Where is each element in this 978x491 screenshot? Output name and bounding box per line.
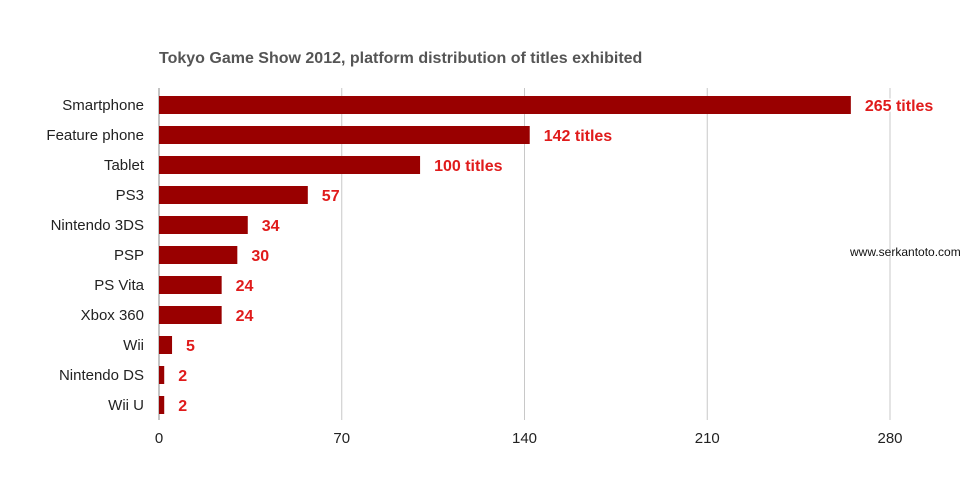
- category-label: Smartphone: [62, 97, 144, 114]
- bar-nintendo-3ds: [159, 216, 248, 234]
- data-label: 34: [262, 218, 280, 235]
- category-labels: Smartphone Feature phone Tablet PS3 Nintendo…: [46, 97, 144, 414]
- data-label: 2: [178, 398, 187, 415]
- data-label: 57: [322, 188, 340, 205]
- bar-wii: [159, 336, 173, 354]
- data-label: 142 titles: [544, 128, 613, 145]
- bar-ps3: [159, 186, 308, 204]
- category-label: PS Vita: [94, 277, 144, 294]
- watermark-text: www.serkantoto.com: [849, 245, 961, 259]
- bar-ps-vita: [159, 276, 222, 294]
- bar-wii-u: [159, 396, 165, 414]
- data-label: 100 titles: [434, 158, 503, 175]
- x-tick-label: 280: [877, 430, 902, 447]
- x-tick-label: 210: [695, 430, 720, 447]
- x-axis-ticks: 0 70 140 210 280: [155, 430, 903, 447]
- data-labels: 265 titles 142 titles 100 titles 57 34 30 24 24…: [177, 97, 935, 417]
- data-label: 265 titles: [865, 98, 934, 115]
- bar-tablet: [159, 156, 421, 174]
- bars: [159, 96, 851, 414]
- bar-nintendo-ds: [159, 366, 165, 384]
- category-label: Xbox 360: [81, 307, 144, 324]
- category-label: PS3: [116, 187, 144, 204]
- bar-feature-phone: [159, 126, 530, 144]
- bar-psp: [159, 246, 238, 264]
- data-label: 2: [178, 368, 187, 385]
- x-tick-label: 0: [155, 430, 163, 447]
- data-label: 24: [236, 278, 254, 295]
- category-label: Nintendo DS: [59, 367, 144, 384]
- bar-smartphone: [159, 96, 851, 114]
- category-label: Wii: [123, 337, 144, 354]
- category-label: Nintendo 3DS: [51, 217, 144, 234]
- category-label: Tablet: [104, 157, 145, 174]
- chart-title: Tokyo Game Show 2012, platform distribut…: [159, 50, 642, 67]
- category-label: PSP: [114, 247, 144, 264]
- bar-xbox-360: [159, 306, 222, 324]
- data-label: 24: [236, 308, 254, 325]
- x-tick-label: 140: [512, 430, 537, 447]
- x-tick-label: 70: [333, 430, 350, 447]
- data-label: 30: [251, 248, 269, 265]
- category-label: Feature phone: [46, 127, 144, 144]
- data-label: 5: [186, 338, 195, 355]
- category-label: Wii U: [108, 397, 144, 414]
